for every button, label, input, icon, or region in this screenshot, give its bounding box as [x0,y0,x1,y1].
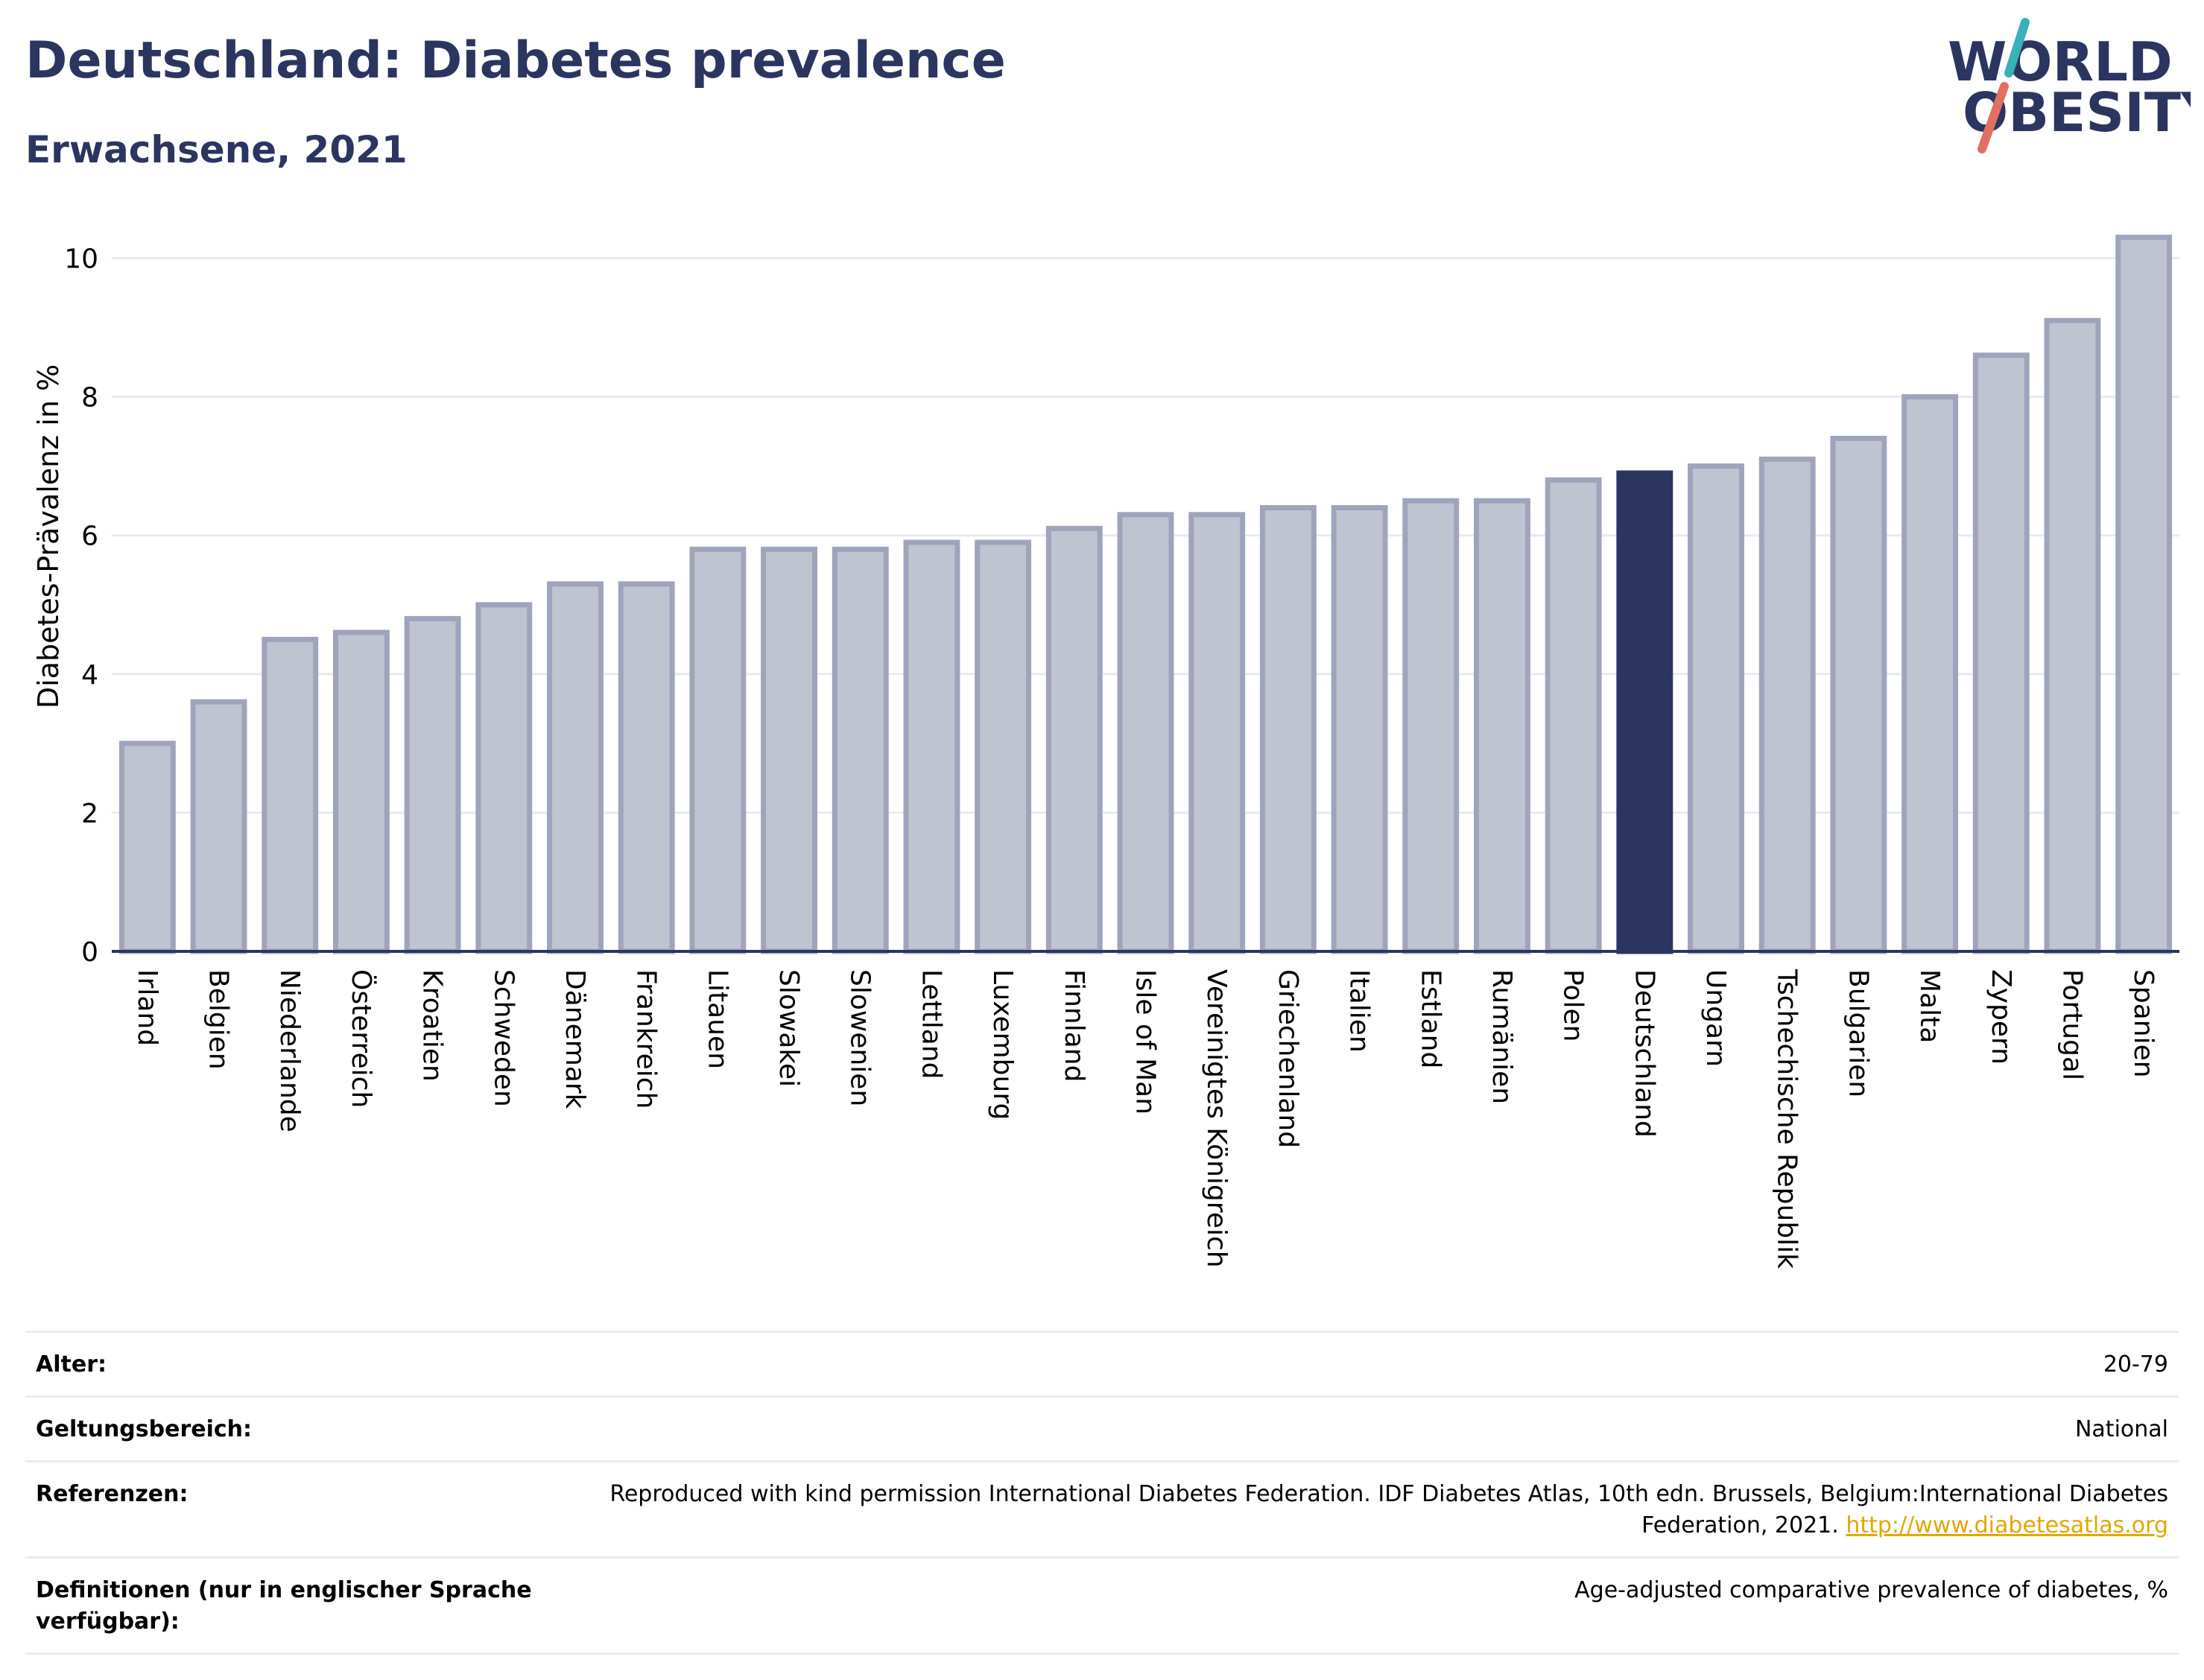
bar [2044,317,2101,954]
logo-line-1: WORLD [1948,31,2173,93]
metadata-label: Definitionen (nur in englischer Sprache … [36,1577,532,1635]
x-tick-label: Malta [1914,969,1945,1043]
x-tick-label: Luxemburg [987,969,1018,1120]
x-tick-label: Litauen [702,969,732,1069]
bar [475,602,533,954]
metadata-value-text: 20-79 [2103,1351,2168,1378]
y-tick-labels: 0 2 4 6 8 10 [64,244,98,968]
bar [618,581,675,954]
bar [832,546,889,954]
bars [118,235,2173,954]
x-tick-label: Spanien [2128,969,2159,1078]
reference-link[interactable]: http://www.diabetesatlas.org [1846,1512,2168,1538]
metadata-table: Alter: 20-79 Geltungsbereich: National Refer… [25,1331,2179,1655]
metadata-row: Alter: 20-79 [25,1331,2179,1397]
x-tick-label: Belgien [203,969,234,1070]
x-tick-label: Tschechische Republik [1772,969,1802,1269]
metadata-row: Geltungsbereich: National [25,1396,2179,1462]
metadata-value: National [583,1397,2179,1462]
y-tick-label: 2 [81,799,98,829]
x-tick-label: Frankreich [631,969,662,1109]
metadata-label: Alter: [36,1351,107,1378]
page-title: Deutschland: Diabetes prevalence [25,31,1006,90]
bar [118,741,176,954]
world-obesity-logo: WORLD OBESITY [1948,18,2191,153]
x-tick-label: Österreich [346,969,377,1108]
bar [761,546,817,954]
x-tick-label: Isle of Man [1130,969,1161,1115]
x-tick-label: Portugal [2056,969,2087,1080]
metadata-label: Geltungsbereich: [36,1416,253,1442]
x-tick-label: Zypern [1986,969,2016,1065]
bar [547,581,604,954]
bar-highlight [1616,470,1673,954]
x-tick-label: Vereinigtes Königreich [1201,969,1232,1268]
bar [689,546,747,954]
bar [332,630,390,954]
y-axis-label: Diabetes-Prävalenz in % [32,364,65,709]
bar [1402,498,1460,954]
bar [1331,504,1388,954]
metadata-value-text: Age-adjusted comparative prevalence of d… [1574,1577,2168,1603]
bar [975,539,1032,954]
x-tick-label: Bulgarien [1843,969,1873,1097]
metadata-row: Definitionen (nur in englischer Sprache … [25,1557,2179,1654]
x-tick-label: Finnland [1059,969,1089,1082]
metadata-label: Referenzen: [36,1481,189,1507]
y-tick-label: 0 [81,937,98,968]
bar-chart: 0 2 4 6 8 10 Irland Belgien Niederlande Österrei… [32,235,2179,1269]
x-tick-label: Rumänien [1486,969,1517,1104]
y-tick-label: 4 [81,660,98,691]
bar [1045,525,1103,954]
x-tick-label: Polen [1558,969,1589,1042]
x-tick-label: Irland [132,969,162,1046]
x-tick-label: Niederlande [274,969,305,1132]
x-tick-label: Schweden [488,969,519,1107]
bar [1901,394,1959,954]
metadata-value: Age-adjusted comparative prevalence of d… [583,1558,2179,1654]
bar [903,539,960,954]
x-tick-label: Griechenland [1273,969,1303,1148]
page-subtitle: Erwachsene, 2021 [25,128,408,171]
metadata-value-text: Reproduced with kind permission Internat… [609,1481,2168,1538]
metadata-value: 20-79 [583,1332,2179,1397]
x-tick-label: Italien [1344,969,1375,1053]
metadata-value: Reproduced with kind permission Internat… [583,1462,2179,1558]
bar [1830,435,1887,954]
x-tick-label: Kroatien [417,969,448,1082]
x-tick-labels: Irland Belgien Niederlande Österreich Kroati… [132,969,2159,1269]
x-tick-label: Lettland [916,969,946,1080]
bar [1972,352,2030,954]
x-tick-label: Estland [1415,969,1445,1068]
bar [190,699,247,954]
metadata-value-text: National [2074,1416,2168,1442]
logo-slash-bottom [1977,82,2009,153]
metadata-row: Referenzen: Reproduced with kind permissi… [25,1461,2179,1558]
x-tick-label: Dänemark [560,969,590,1109]
bar [1259,504,1317,954]
bar [262,636,319,954]
bar [404,615,461,954]
bar [1474,498,1530,954]
bar [1117,512,1174,954]
x-tick-label: Ungarn [1700,969,1731,1067]
logo-slash-top [2004,18,2030,77]
x-tick-label: Slowenien [845,969,875,1106]
bar [1688,463,1744,954]
bar [2115,235,2173,954]
y-tick-label: 6 [81,522,98,552]
x-tick-label: Slowakei [773,969,804,1087]
y-tick-label: 8 [81,383,98,413]
y-tick-label: 10 [64,244,98,275]
bar [1545,477,1602,954]
bar [1188,512,1246,954]
x-tick-label: Deutschland [1629,969,1659,1138]
bar [1758,456,1816,954]
